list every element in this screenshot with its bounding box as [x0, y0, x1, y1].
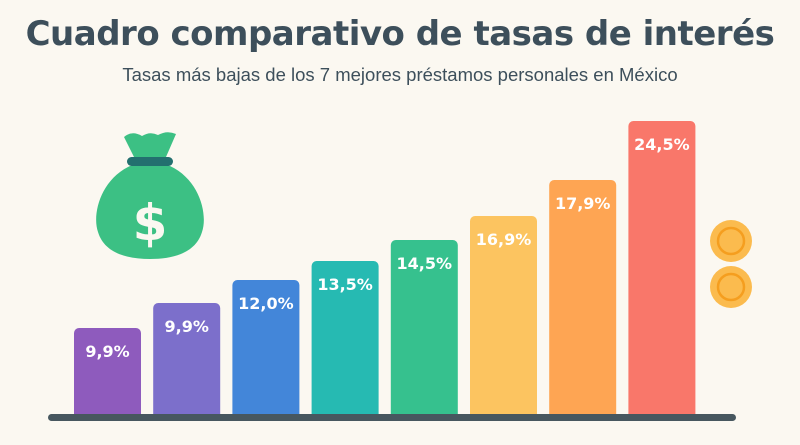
bar-value-label: 9,9% [165, 317, 209, 336]
bar [390, 240, 458, 421]
x-axis-baseline [48, 414, 736, 421]
bar [153, 303, 221, 421]
bar-value-label: 24,5% [634, 135, 690, 154]
bar [74, 328, 141, 421]
bar [232, 280, 300, 421]
coin-icon [710, 220, 752, 262]
bar-value-label: 17,9% [555, 194, 611, 213]
bar [549, 180, 617, 421]
bar [311, 261, 379, 421]
bar-value-label: 13,5% [317, 275, 373, 294]
bar-value-label: 16,9% [476, 230, 532, 249]
bars-group: 9,9% 9,9% 12,0% 13,5% 14,5% 16,9% 17,9% 24,5% [74, 121, 696, 421]
bar-value-label: 12,0% [238, 294, 294, 313]
bar-value-label: 14,5% [397, 254, 453, 273]
bar [628, 121, 696, 421]
coin-icon [710, 266, 752, 308]
svg-text:$: $ [133, 194, 168, 252]
bar-value-label: 9,9% [85, 342, 129, 361]
chart-subtitle: Tasas más bajas de los 7 mejores préstam… [122, 64, 678, 85]
bar [470, 216, 537, 421]
chart-title: Cuadro comparativo de tasas de interés [25, 14, 775, 54]
money-bag-icon: $ [96, 132, 204, 259]
